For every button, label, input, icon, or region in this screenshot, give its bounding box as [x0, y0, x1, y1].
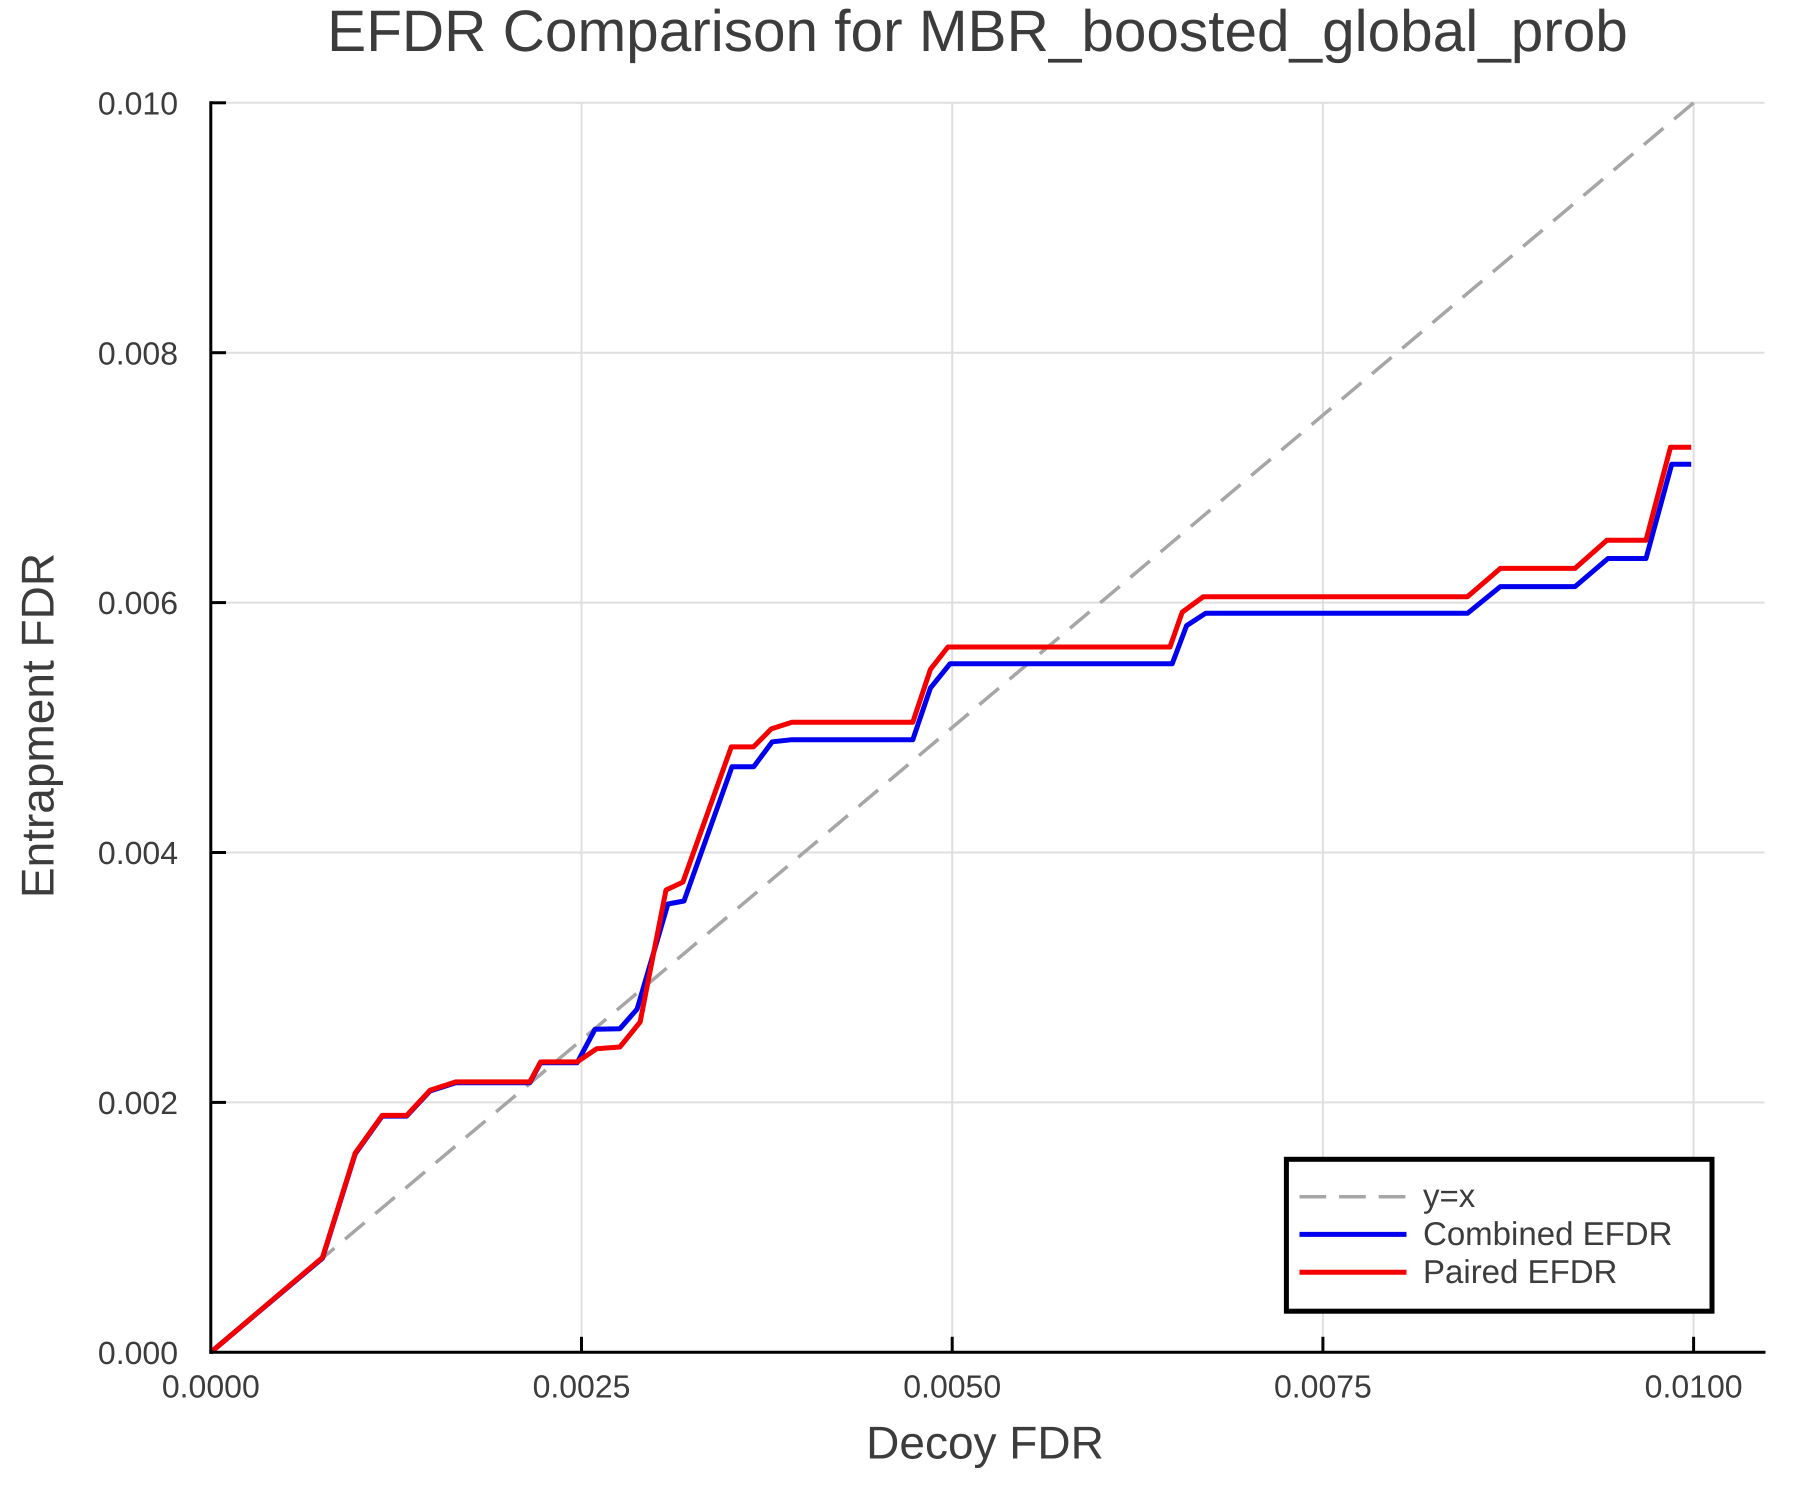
svg-text:0.000: 0.000 [98, 1335, 178, 1371]
svg-text:0.004: 0.004 [98, 835, 178, 871]
svg-text:0.0100: 0.0100 [1645, 1369, 1743, 1405]
svg-text:Combined EFDR: Combined EFDR [1423, 1215, 1672, 1252]
svg-text:0.0025: 0.0025 [533, 1369, 631, 1405]
svg-text:EFDR Comparison for MBR_booste: EFDR Comparison for MBR_boosted_global_p… [327, 0, 1628, 64]
svg-text:0.0050: 0.0050 [903, 1369, 1001, 1405]
svg-text:Paired EFDR: Paired EFDR [1423, 1253, 1617, 1290]
svg-text:0.008: 0.008 [98, 335, 178, 371]
svg-text:0.0075: 0.0075 [1274, 1369, 1372, 1405]
svg-text:Entrapment FDR: Entrapment FDR [12, 553, 64, 898]
svg-text:0.006: 0.006 [98, 585, 178, 621]
svg-text:0.010: 0.010 [98, 85, 178, 121]
svg-text:Decoy FDR: Decoy FDR [866, 1417, 1104, 1469]
svg-text:0.0000: 0.0000 [162, 1369, 260, 1405]
svg-text:0.002: 0.002 [98, 1085, 178, 1121]
svg-text:y=x: y=x [1423, 1177, 1476, 1214]
